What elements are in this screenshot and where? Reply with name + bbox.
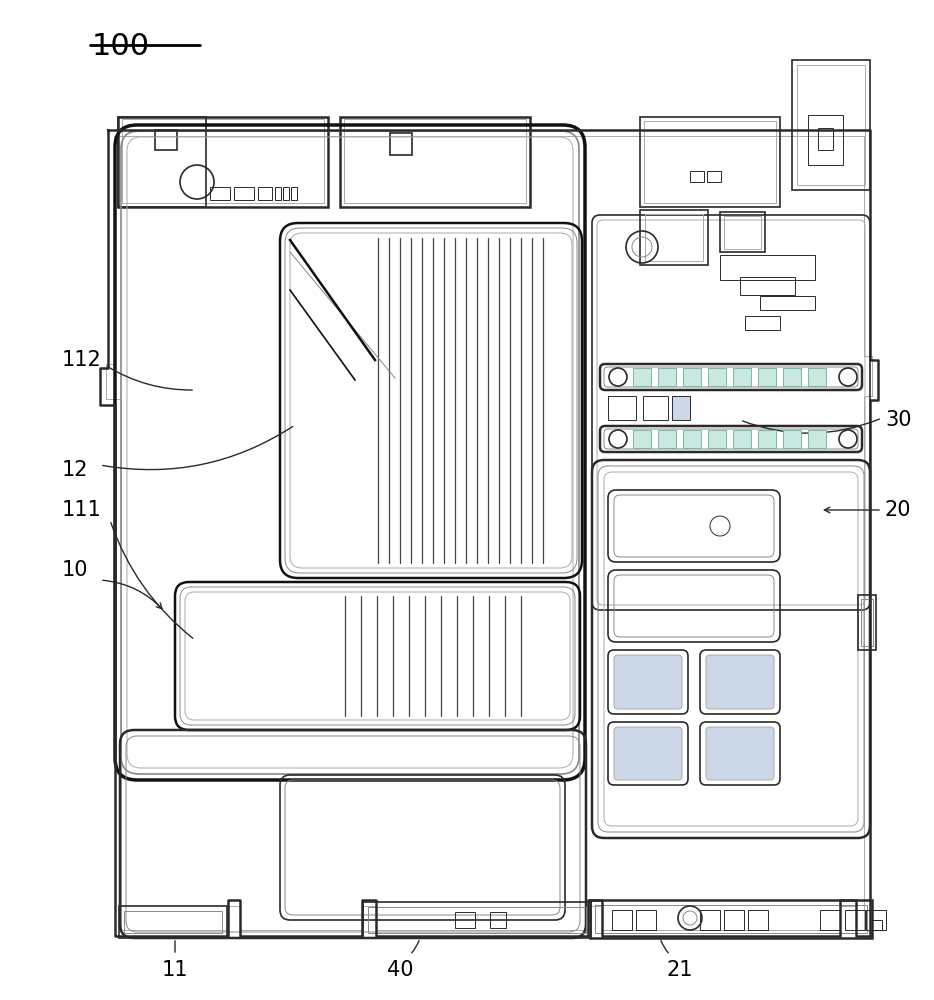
- Bar: [861, 599, 873, 646]
- Bar: [155, 130, 177, 150]
- Bar: [858, 595, 876, 650]
- Bar: [658, 430, 676, 448]
- Text: 12: 12: [62, 460, 89, 480]
- Bar: [640, 117, 780, 207]
- Bar: [595, 905, 867, 933]
- Bar: [820, 910, 840, 930]
- Bar: [760, 296, 815, 310]
- Bar: [633, 430, 651, 448]
- Bar: [645, 214, 703, 261]
- Text: 20: 20: [885, 500, 912, 520]
- Bar: [866, 910, 886, 930]
- Text: 21: 21: [667, 960, 693, 980]
- Bar: [658, 368, 676, 386]
- Bar: [683, 368, 701, 386]
- Bar: [708, 368, 726, 386]
- Bar: [390, 133, 412, 155]
- Text: 112: 112: [62, 350, 102, 370]
- Bar: [818, 128, 833, 150]
- Bar: [368, 907, 586, 933]
- Text: 111: 111: [62, 500, 102, 520]
- Bar: [733, 430, 751, 448]
- Bar: [210, 187, 230, 200]
- Bar: [291, 187, 297, 200]
- FancyBboxPatch shape: [706, 727, 774, 780]
- Bar: [340, 117, 530, 207]
- Bar: [708, 430, 726, 448]
- Bar: [720, 212, 765, 252]
- Bar: [455, 912, 475, 928]
- Bar: [845, 910, 865, 930]
- Bar: [683, 430, 701, 448]
- Bar: [758, 368, 776, 386]
- Bar: [119, 906, 227, 938]
- FancyBboxPatch shape: [614, 655, 682, 709]
- Bar: [720, 255, 815, 280]
- Bar: [745, 316, 780, 330]
- Bar: [234, 187, 254, 200]
- Bar: [797, 65, 865, 185]
- Bar: [672, 396, 690, 420]
- Bar: [707, 171, 721, 182]
- Bar: [283, 187, 289, 200]
- Bar: [490, 912, 506, 928]
- Bar: [740, 277, 795, 295]
- Bar: [872, 920, 882, 930]
- Bar: [258, 187, 272, 200]
- Bar: [363, 902, 591, 938]
- FancyBboxPatch shape: [706, 655, 774, 709]
- Bar: [612, 910, 632, 930]
- FancyBboxPatch shape: [614, 727, 682, 780]
- Text: 40: 40: [387, 960, 413, 980]
- Bar: [633, 368, 651, 386]
- Bar: [644, 121, 776, 203]
- Bar: [122, 119, 324, 203]
- Bar: [690, 171, 704, 182]
- Text: 100: 100: [92, 32, 150, 61]
- Bar: [118, 117, 206, 207]
- Bar: [733, 368, 751, 386]
- Bar: [724, 910, 744, 930]
- Text: 10: 10: [62, 560, 89, 580]
- Bar: [124, 911, 222, 933]
- Bar: [118, 117, 328, 207]
- Bar: [640, 210, 708, 265]
- Bar: [590, 900, 872, 938]
- Text: 30: 30: [885, 410, 912, 430]
- Bar: [724, 216, 761, 249]
- Text: 11: 11: [162, 960, 189, 980]
- Bar: [783, 368, 801, 386]
- Bar: [608, 396, 636, 420]
- Bar: [748, 910, 768, 930]
- Bar: [636, 910, 656, 930]
- Bar: [783, 430, 801, 448]
- Bar: [808, 368, 826, 386]
- Bar: [808, 115, 843, 165]
- Bar: [344, 119, 526, 203]
- Bar: [758, 430, 776, 448]
- Bar: [643, 396, 668, 420]
- Bar: [808, 430, 826, 448]
- Bar: [700, 910, 720, 930]
- Bar: [275, 187, 281, 200]
- Bar: [792, 60, 870, 190]
